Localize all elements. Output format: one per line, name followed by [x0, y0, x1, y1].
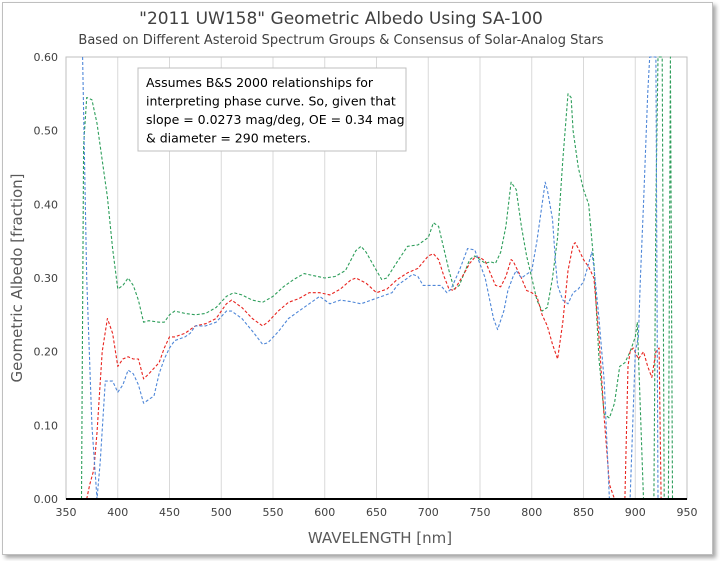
y-tick-label: 0.10: [34, 419, 59, 432]
x-tick-label: 600: [314, 506, 335, 519]
y-tick-label: 0.20: [34, 346, 59, 359]
series-line-1: [80, 56, 674, 500]
plot-area: [65, 56, 688, 500]
x-tick-label: 950: [677, 506, 698, 519]
chart-subtitle: Based on Different Asteroid Spectrum Gro…: [78, 33, 603, 48]
x-tick-labels: 350 400 450 500 550 600 650 700 750 800 850 900 950: [56, 506, 698, 519]
y-tick-label: 0.00: [34, 493, 59, 506]
x-tick-label: 900: [625, 506, 646, 519]
y-tick-label: 0.30: [34, 272, 59, 285]
annotation-background: [137, 67, 407, 152]
x-tick-label: 650: [366, 506, 387, 519]
x-tick-label: 550: [263, 506, 284, 519]
chart-title: "2011 UW158" Geometric Albedo Using SA-1…: [139, 9, 543, 29]
annotation-line: & diameter = 290 meters.: [146, 131, 311, 146]
y-axis-label: Geometric Albedo [fraction]: [8, 173, 26, 382]
series-line-2: [86, 242, 662, 500]
annotation-line: Assumes B&S 2000 relationships for: [146, 75, 374, 90]
y-tick-labels: 0.00 0.10 0.20 0.30 0.40 0.50 0.60: [34, 51, 59, 506]
x-tick-label: 350: [56, 506, 77, 519]
y-tick-label: 0.60: [34, 51, 59, 64]
annotation-line: interpreting phase curve. So, given that: [146, 94, 396, 109]
x-tick-label: 750: [470, 506, 491, 519]
x-tick-label: 800: [521, 506, 542, 519]
y-tick-label: 0.50: [34, 125, 59, 138]
y-tick-label: 0.40: [34, 198, 59, 211]
annotation-line: slope = 0.0273 mag/deg, OE = 0.34 mag: [146, 112, 405, 127]
x-tick-label: 700: [418, 506, 439, 519]
x-tick-label: 850: [573, 506, 594, 519]
x-tick-label: 500: [211, 506, 232, 519]
x-axis-label: WAVELENGTH [nm]: [308, 529, 452, 547]
series-line-3: [82, 56, 659, 500]
x-tick-label: 400: [107, 506, 128, 519]
annotation-box: Assumes B&S 2000 relationships for interp…: [137, 67, 407, 152]
x-tick-label: 450: [159, 506, 180, 519]
